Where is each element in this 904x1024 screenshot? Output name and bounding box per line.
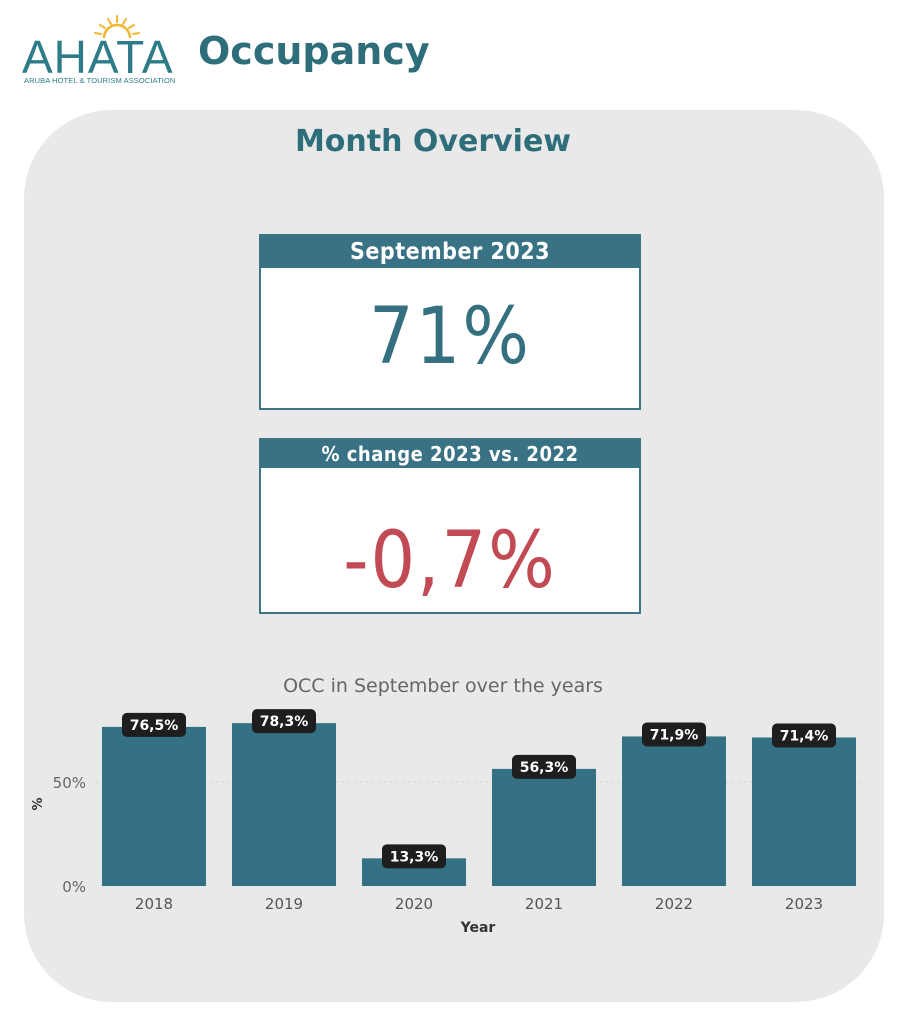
sun-icon — [94, 15, 140, 39]
occupancy-value: 71% — [369, 292, 531, 382]
header: AHATA ARUBA HOTEL & TOURISM ASSOCIATION … — [0, 0, 904, 100]
data-label: 71,9% — [650, 727, 699, 743]
x-tick-label: 2023 — [785, 895, 823, 913]
data-label-bg — [642, 722, 706, 747]
occupancy-card-label: September 2023 — [261, 236, 639, 268]
x-tick-label: 2020 — [395, 895, 433, 913]
occupancy-bar-chart: 0% 50%% 76,5% 2018 78,3% 2019 13,3% 2020 56,3% 20… — [31, 709, 860, 936]
bar-2019 — [232, 723, 336, 886]
ahata-logo: AHATA ARUBA HOTEL & TOURISM ASSOCIATION — [20, 14, 190, 86]
data-label-bg — [772, 723, 836, 748]
x-tick-label: 2019 — [265, 895, 303, 913]
change-value: -0,7% — [343, 516, 557, 606]
x-axis-label: Year — [460, 920, 496, 936]
data-label: 76,5% — [130, 718, 179, 734]
data-label: 56,3% — [520, 760, 569, 776]
bar-2022 — [622, 736, 726, 886]
x-tick-label: 2022 — [655, 895, 693, 913]
chart-title: OCC in September over the years — [283, 675, 603, 697]
change-card: % change 2023 vs. 2022 -0,7% — [259, 438, 641, 614]
panel-title: Month Overview — [294, 124, 572, 159]
data-label: 78,3% — [260, 714, 309, 730]
data-label-bg — [512, 754, 576, 779]
data-label-bg — [382, 844, 446, 869]
x-tick-label: 2018 — [135, 895, 173, 913]
bar-2018 — [102, 726, 206, 886]
logo-subtitle: ARUBA HOTEL & TOURISM ASSOCIATION — [24, 76, 176, 85]
data-label-bg — [252, 709, 316, 734]
x-tick-label: 2021 — [525, 895, 563, 913]
page-title: Occupancy — [198, 29, 430, 73]
y-axis-label: % — [31, 797, 46, 810]
occupancy-card: September 2023 71% — [259, 234, 641, 410]
bar-2023 — [752, 737, 856, 886]
data-label-bg — [122, 712, 186, 737]
data-label: 71,4% — [780, 728, 829, 744]
bar-2021 — [492, 768, 596, 886]
data-label: 13,3% — [390, 849, 439, 865]
change-card-label: % change 2023 vs. 2022 — [261, 440, 639, 468]
y-tick-label: 0% — [62, 878, 86, 896]
logo-wordmark: AHATA — [22, 31, 174, 83]
y-tick-label: 50% — [53, 774, 86, 792]
